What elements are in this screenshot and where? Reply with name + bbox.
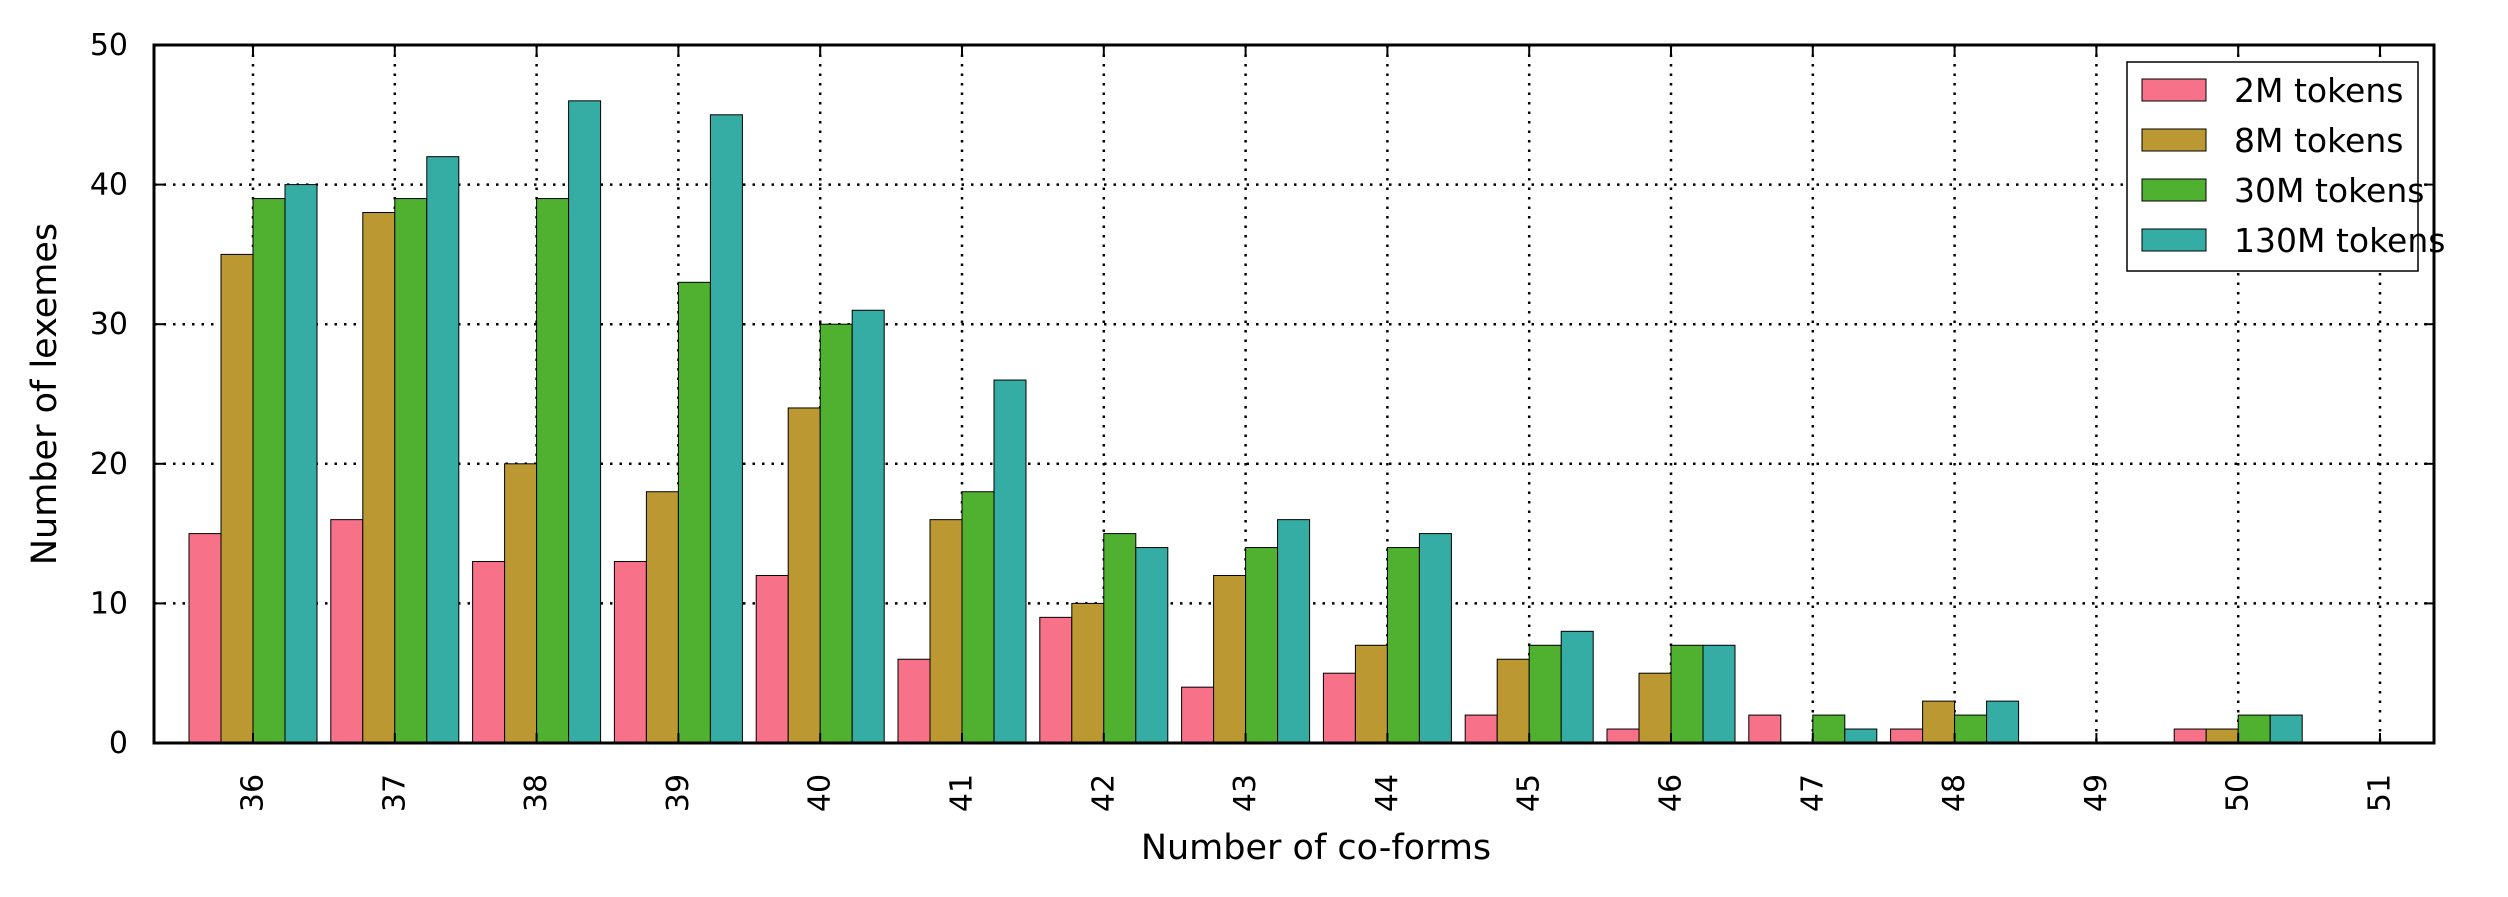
bar	[188, 533, 222, 744]
bar	[613, 561, 647, 744]
bar	[897, 658, 931, 744]
x-tick-label: 48	[1937, 774, 1972, 812]
bar	[1181, 686, 1215, 744]
bar	[1812, 714, 1846, 744]
bar	[1322, 672, 1356, 744]
bar	[1986, 700, 2020, 744]
bar	[1386, 547, 1420, 744]
legend-label: 2M tokens	[2234, 71, 2403, 110]
bar	[2269, 714, 2303, 744]
bar	[504, 463, 538, 744]
bar	[1670, 644, 1704, 744]
bar	[1560, 630, 1594, 744]
y-tick-label: 0	[109, 726, 128, 761]
bar	[1277, 519, 1311, 744]
bar	[2173, 728, 2207, 744]
bar	[851, 309, 885, 744]
bar	[1039, 616, 1073, 744]
bar	[1103, 533, 1137, 744]
bar	[1213, 574, 1247, 744]
bar	[1606, 728, 1640, 744]
y-tick-labels: 0 10 20 30 40 50	[90, 28, 128, 761]
y-tick-label: 50	[90, 28, 128, 63]
bar	[755, 574, 789, 744]
x-tick-label: 37	[377, 774, 412, 812]
legend-swatch	[2141, 228, 2207, 252]
x-tick-label: 44	[1370, 774, 1405, 812]
bar	[536, 198, 570, 744]
bar	[2205, 728, 2239, 744]
bar	[1071, 602, 1105, 744]
bar	[2237, 714, 2271, 744]
x-tick-label: 47	[1795, 774, 1830, 812]
bar	[330, 519, 364, 744]
x-tick-label: 46	[1654, 774, 1689, 812]
bar	[1528, 644, 1562, 744]
bar	[1496, 658, 1530, 744]
x-tick-label: 49	[2079, 774, 2114, 812]
legend: 2M tokens 8M tokens 30M tokens 130M tokens	[2126, 61, 2445, 272]
bar	[709, 114, 743, 744]
x-tick-label: 38	[519, 774, 554, 812]
legend-swatch	[2141, 78, 2207, 102]
bar	[1418, 533, 1452, 744]
x-tick-label: 45	[1512, 774, 1547, 812]
bar	[1890, 728, 1924, 744]
bar	[252, 198, 286, 744]
bars	[188, 100, 2303, 744]
bar	[472, 561, 506, 744]
bar	[1844, 728, 1878, 744]
bar	[284, 184, 318, 744]
bar	[362, 212, 396, 744]
legend-label: 8M tokens	[2234, 121, 2403, 160]
legend-label: 30M tokens	[2234, 171, 2424, 210]
bar	[1702, 644, 1736, 744]
x-tick-label: 39	[661, 774, 696, 812]
y-axis-title: Number of lexemes	[25, 223, 65, 565]
bar	[677, 281, 711, 744]
bar	[645, 491, 679, 744]
legend-label: 130M tokens	[2234, 221, 2445, 260]
x-axis-title: Number of co-forms	[1141, 828, 1491, 868]
x-tick-label: 36	[236, 774, 271, 812]
bar	[1135, 547, 1169, 744]
bar	[787, 407, 821, 744]
bar	[426, 156, 460, 744]
bar	[819, 323, 853, 744]
bar	[394, 198, 428, 744]
bar	[220, 253, 254, 744]
bar	[1954, 714, 1988, 744]
y-tick-label: 30	[90, 307, 128, 342]
x-tick-labels: 36 37 38 39 40 41 42 43 44 45 46 47 48 49 50 51	[236, 774, 2398, 812]
bar	[993, 379, 1027, 744]
y-tick-label: 10	[90, 586, 128, 621]
legend-swatch	[2141, 128, 2207, 152]
plot-frame	[152, 43, 2436, 745]
bar	[1245, 547, 1279, 744]
bar	[1638, 672, 1672, 744]
bar	[961, 491, 995, 744]
bar	[1464, 714, 1498, 744]
bar	[1354, 644, 1388, 744]
bar	[1748, 714, 1782, 744]
bar	[929, 519, 963, 744]
x-tick-label: 51	[2363, 774, 2398, 812]
y-tick-label: 40	[90, 168, 128, 203]
bar	[1922, 700, 1956, 744]
y-tick-label: 20	[90, 447, 128, 482]
x-tick-label: 50	[2221, 774, 2256, 812]
x-tick-label: 40	[803, 774, 838, 812]
bar	[568, 100, 602, 744]
legend-swatch	[2141, 178, 2207, 202]
x-tick-label: 43	[1228, 774, 1263, 812]
x-tick-label: 42	[1086, 774, 1121, 812]
ticks	[154, 44, 2434, 744]
x-tick-label: 41	[945, 774, 980, 812]
